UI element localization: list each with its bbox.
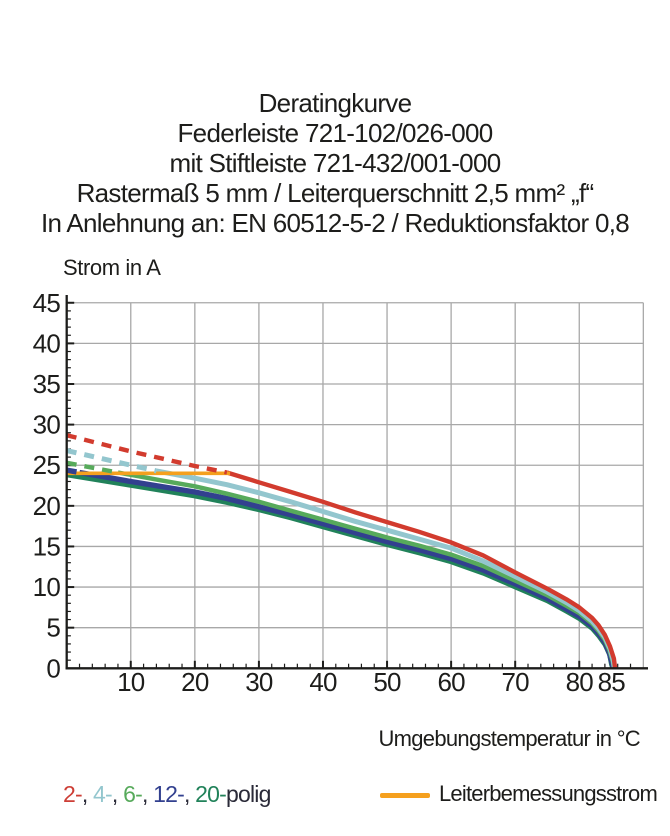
chart-subtitle-2: mit Stiftleiste 721-432/001-000	[169, 148, 502, 178]
y-tick-label: 5	[46, 613, 60, 643]
rated-current-line-swatch	[380, 792, 430, 798]
12-polig-curve-dashed	[66, 467, 80, 476]
axes	[65, 295, 648, 670]
chart-subtitle-3: Rastermaß 5 mm / Leiterquerschnitt 2,5 m…	[76, 178, 595, 208]
y-tick-label: 20	[33, 491, 61, 521]
2-polig-curve-dashed	[66, 433, 228, 475]
y-tick-label: 35	[33, 369, 61, 399]
chart-title: Deratingkurve	[258, 88, 412, 118]
20-polig-curve	[66, 472, 615, 669]
x-tick-label: 20	[181, 667, 209, 697]
x-tick-label: 50	[373, 667, 401, 697]
y-tick-label: 15	[33, 531, 61, 561]
series-curves-dashed	[66, 433, 228, 476]
x-tick-label: 80	[566, 667, 594, 697]
legend-token: polig	[226, 781, 271, 807]
x-tick-label: 40	[309, 667, 337, 697]
x-tick-label: 60	[437, 667, 465, 697]
y-tick-label: 30	[33, 410, 61, 440]
x-tick-label: 85	[598, 667, 626, 697]
y-tick-label: 45	[33, 288, 61, 318]
x-tick-label: 10	[117, 667, 145, 697]
2-polig-curve	[226, 470, 618, 669]
legend-token: 12-	[153, 781, 185, 807]
y-tick-label: 10	[33, 572, 61, 602]
chart-subtitle-4: In Anlehnung an: EN 60512-5-2 / Reduktio…	[40, 208, 630, 238]
6-polig-curve-dashed	[66, 460, 119, 475]
6-polig-curve	[117, 470, 617, 669]
series-curves	[66, 468, 618, 669]
12-polig-curve	[79, 469, 616, 669]
legend-token: 4-	[93, 781, 113, 807]
y-tick-label: 25	[33, 450, 61, 480]
legend-token: ,	[183, 781, 196, 807]
x-axis-title: Umgebungstemperatur in °C	[378, 726, 640, 751]
y-axis-title: Strom in A	[63, 255, 161, 280]
legend-token: ,	[81, 781, 94, 807]
poles-legend: 2-, 4-, 6-, 12-, 20-polig	[63, 781, 271, 808]
rated-current-label: Leiterbemessungsstrom	[439, 781, 658, 806]
chart-subtitle-1: Federleiste 721-102/026-000	[177, 118, 494, 148]
rated-current-legend: Leiterbemessungsstrom	[380, 781, 658, 807]
legend-token: 6-	[123, 781, 143, 807]
x-tick-labels: 10 20 30 40 50 60 70 80 85	[117, 667, 626, 697]
y-tick-label: 40	[33, 328, 61, 358]
y-tick-label: 0	[46, 653, 60, 683]
y-tick-labels: 0 5 10 15 20 25 30 35 40 45	[33, 288, 61, 684]
legend-token: 20-	[195, 781, 227, 807]
legend-token: 2-	[63, 781, 83, 807]
x-tick-label: 70	[502, 667, 530, 697]
legend-token: ,	[141, 781, 154, 807]
4-polig-curve-dashed	[66, 448, 157, 474]
legend-token: ,	[111, 781, 124, 807]
x-tick-label: 30	[245, 667, 273, 697]
title-block: Deratingkurve Federleiste 721-102/026-00…	[0, 88, 670, 238]
